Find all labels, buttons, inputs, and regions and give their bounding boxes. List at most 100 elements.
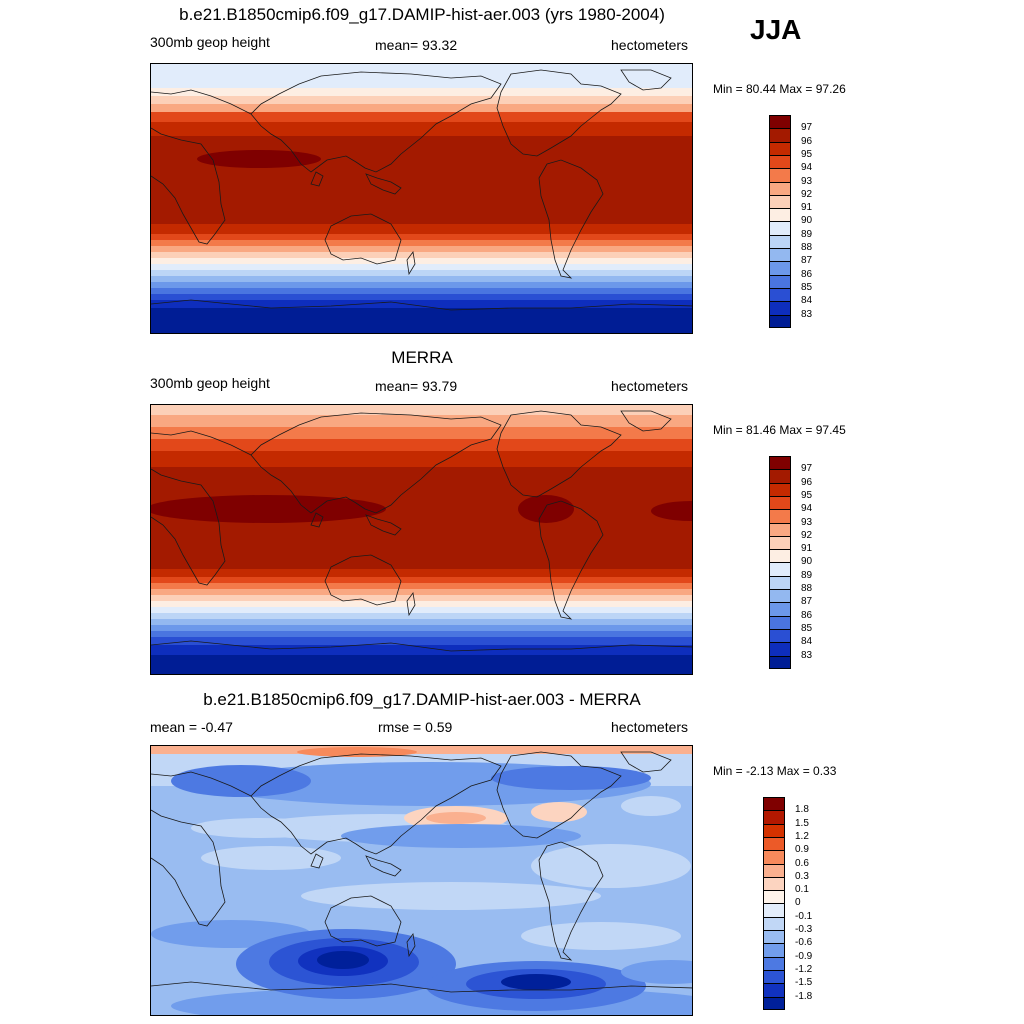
colorbar-swatch — [763, 876, 785, 891]
contour-band — [151, 601, 692, 607]
panel-2-max-region-mexico — [518, 495, 574, 523]
contour-band — [151, 308, 692, 333]
panel-3-rmse: rmse = 0.59 — [378, 719, 453, 735]
colorbar-swatch — [769, 154, 791, 169]
colorbar-swatch — [763, 836, 785, 851]
panel-1-minmax: Min = 80.44 Max = 97.26 — [713, 82, 846, 96]
colorbar-swatch — [769, 549, 791, 563]
coastline — [151, 468, 226, 586]
panel-1-title: b.e21.B1850cmip6.f09_g17.DAMIP-hist-aer.… — [179, 5, 665, 24]
coastline — [151, 640, 692, 652]
colorbar-label: 0.1 — [795, 884, 809, 896]
colorbar-label: -1.2 — [795, 963, 813, 975]
panel-3-min-region — [317, 951, 369, 969]
colorbar-swatch — [769, 522, 791, 537]
colorbar-swatch — [763, 969, 785, 984]
contour-band — [151, 631, 692, 637]
contour-band — [151, 583, 692, 589]
contour-band — [151, 252, 692, 258]
colorbar-label: 96 — [801, 135, 813, 147]
contour-band — [151, 122, 692, 136]
contour-band — [151, 637, 692, 645]
coastline — [406, 933, 416, 958]
coastline — [151, 127, 226, 245]
coastline — [538, 500, 604, 620]
colorbar-label: 90 — [801, 556, 813, 568]
colorbar-swatch — [763, 810, 785, 825]
colorbar-swatch — [769, 261, 791, 276]
contour-band — [151, 577, 692, 583]
colorbar-label: 93 — [801, 516, 813, 528]
colorbar-swatch — [769, 456, 791, 470]
panel-2-coastlines — [151, 410, 692, 652]
panel-3-title: b.e21.B1850cmip6.f09_g17.DAMIP-hist-aer.… — [203, 690, 641, 709]
contour-band — [151, 655, 692, 674]
colorbar-swatch — [763, 983, 785, 997]
colorbar-label: 0.6 — [795, 857, 809, 869]
contour-band — [151, 589, 692, 595]
colorbar-label: 0.3 — [795, 870, 809, 882]
contour-band — [151, 112, 692, 122]
colorbar-swatch — [769, 248, 791, 262]
contour-band — [151, 64, 692, 88]
contour-band — [151, 136, 692, 224]
coastline — [496, 751, 622, 839]
contour-band — [151, 595, 692, 601]
colorbar-swatch — [769, 314, 791, 329]
colorbar-label: 93 — [801, 175, 813, 187]
colorbar-label: 95 — [801, 148, 813, 160]
colorbar-swatch — [769, 628, 791, 643]
panel-2-colorbar: 97 96 95 94 93 92 91 90 89 88 87 86 85 84 83 — [769, 456, 812, 670]
colorbar-swatch — [763, 996, 785, 1011]
contour-band — [151, 439, 692, 451]
contour-band — [151, 619, 692, 625]
coastline — [365, 514, 402, 536]
colorbar-swatch — [769, 287, 791, 302]
contour-band — [151, 294, 692, 300]
colorbar-swatch — [769, 274, 791, 289]
colorbar-swatch — [769, 509, 791, 523]
panel-1-units: hectometers — [611, 37, 689, 53]
colorbar-swatch — [769, 535, 791, 550]
contour-band — [151, 613, 692, 619]
coastline — [406, 251, 416, 276]
colorbar-swatch — [763, 930, 785, 944]
colorbar-swatch — [769, 575, 791, 590]
coastline — [620, 410, 672, 432]
coastline — [151, 809, 226, 927]
colorbar-swatch — [763, 823, 785, 838]
season-label: JJA — [750, 14, 802, 45]
colorbar-swatch — [769, 655, 791, 670]
colorbar-swatch — [769, 115, 791, 129]
panel-1-max-region — [197, 150, 321, 168]
panel-2-mean: mean= 93.79 — [375, 378, 458, 394]
colorbar-label: 85 — [801, 622, 813, 634]
colorbar-label: -0.1 — [795, 910, 813, 922]
coastline — [151, 299, 692, 311]
panel-1-coastlines — [151, 69, 692, 311]
contour-band — [151, 234, 692, 240]
colorbar-swatch — [769, 615, 791, 630]
contour-band — [151, 607, 692, 613]
colorbar-swatch — [769, 562, 791, 577]
colorbar-label: -0.9 — [795, 950, 813, 962]
panel-1-map — [150, 63, 693, 334]
colorbar-label: 84 — [801, 295, 813, 307]
contour-band — [151, 276, 692, 282]
colorbar-label: 86 — [801, 609, 813, 621]
contour-band — [151, 427, 692, 439]
colorbar-swatch — [769, 194, 791, 209]
colorbar-swatch — [769, 181, 791, 196]
panel-3-colorbar: 1.8 1.5 1.2 0.9 0.6 0.3 0.1 0 -0.1 -0.3 -0.6 -0.9 -1… — [763, 797, 812, 1011]
panel-2-left-label: 300mb geop height — [150, 375, 270, 391]
contour-band — [151, 96, 692, 104]
coastline — [620, 751, 672, 773]
colorbar-label: -1.8 — [795, 990, 813, 1002]
coastline — [538, 841, 604, 961]
coastline — [365, 855, 402, 877]
contour-band — [151, 451, 692, 467]
panel-3-positive-atlantic — [531, 802, 587, 822]
contour-band — [151, 282, 692, 288]
coastline — [324, 895, 402, 947]
colorbar-label: 97 — [801, 463, 813, 475]
